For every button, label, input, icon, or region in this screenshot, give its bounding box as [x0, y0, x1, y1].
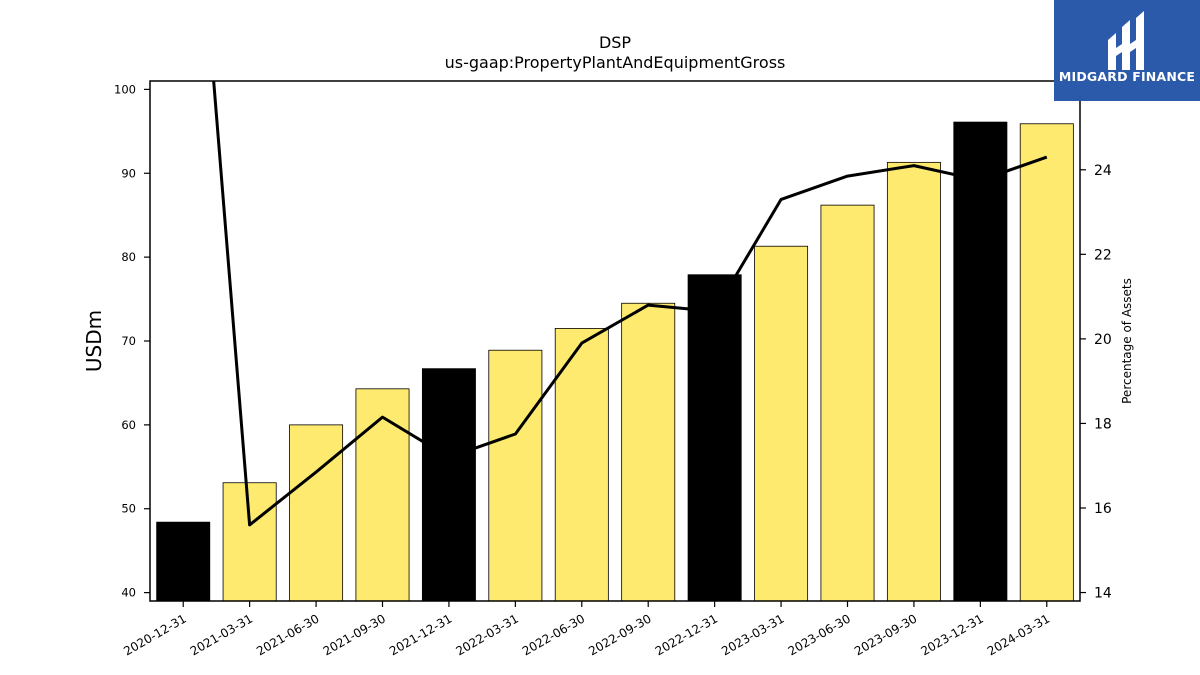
- y-left-tick-label: 80: [121, 250, 136, 264]
- x-tick-label: 2022-09-30: [586, 611, 653, 658]
- x-tick-label: 2023-06-30: [786, 611, 853, 658]
- logo-text: MIDGARD FINANCE: [1059, 69, 1195, 84]
- bar-2021-09-30: [355, 388, 410, 601]
- percentage-line: [212, 81, 1048, 527]
- x-tick-label: 2021-12-31: [387, 611, 454, 658]
- bar-2022-12-31: [687, 274, 742, 601]
- x-tick-label: 2022-06-30: [520, 611, 587, 658]
- x-tick-label: 2023-09-30: [852, 611, 919, 658]
- bar-series: [156, 121, 1074, 601]
- midgard-finance-logo: MIDGARD FINANCE: [1054, 0, 1200, 101]
- chart-title: DSP: [599, 33, 631, 52]
- y-right-tick-label: 18: [1094, 416, 1112, 432]
- bar-2021-12-31: [421, 368, 476, 601]
- bar-2024-03-31: [1019, 123, 1074, 601]
- x-axis: 2020-12-31 2021-03-31 2021-06-30 2021-09-30…: [121, 601, 1052, 658]
- x-tick-label: 2021-03-31: [188, 611, 255, 658]
- x-tick-label: 2021-06-30: [254, 611, 321, 658]
- y-axis-right: 14 16 18 20 22 24: [1080, 163, 1112, 602]
- y-right-tick-label: 24: [1094, 163, 1112, 179]
- y-right-tick-label: 20: [1094, 332, 1112, 348]
- bar-2021-06-30: [289, 424, 344, 601]
- bar-2023-06-30: [820, 204, 875, 601]
- y-axis-left: 40 50 60 70 80 90 100: [114, 82, 150, 600]
- bar-2023-09-30: [886, 161, 941, 601]
- bar-2023-03-31: [754, 245, 809, 601]
- x-tick-label: 2020-12-31: [121, 611, 188, 658]
- y-left-tick-label: 50: [121, 502, 136, 516]
- y-right-tick-label: 16: [1094, 501, 1112, 517]
- y-left-tick-label: 40: [121, 586, 136, 600]
- y-right-tick-label: 14: [1094, 586, 1112, 602]
- bar-2022-06-30: [554, 328, 609, 601]
- x-tick-label: 2024-03-31: [985, 611, 1052, 658]
- y-axis-right-label: Percentage of Assets: [1120, 278, 1134, 404]
- y-right-tick-label: 22: [1094, 247, 1112, 263]
- bar-2021-03-31: [222, 482, 277, 601]
- bar-2020-12-31: [156, 521, 211, 601]
- x-tick-label: 2022-12-31: [653, 611, 720, 658]
- y-left-tick-label: 100: [114, 82, 136, 96]
- line-series: [212, 81, 1048, 527]
- y-axis-left-label: USDm: [82, 310, 106, 372]
- x-tick-label: 2022-03-31: [453, 611, 520, 658]
- y-left-tick-label: 90: [121, 166, 136, 180]
- x-tick-label: 2023-12-31: [918, 611, 985, 658]
- x-tick-label: 2021-09-30: [321, 611, 388, 658]
- bar-2023-12-31: [953, 121, 1008, 601]
- y-left-tick-label: 70: [121, 334, 136, 348]
- logo-mark-icon: [1108, 11, 1144, 70]
- chart-subtitle: us-gaap:PropertyPlantAndEquipmentGross: [445, 53, 786, 72]
- bar-2022-03-31: [488, 349, 543, 601]
- x-tick-label: 2023-03-31: [719, 611, 786, 658]
- bar-2022-09-30: [621, 302, 676, 601]
- y-left-tick-label: 60: [121, 418, 136, 432]
